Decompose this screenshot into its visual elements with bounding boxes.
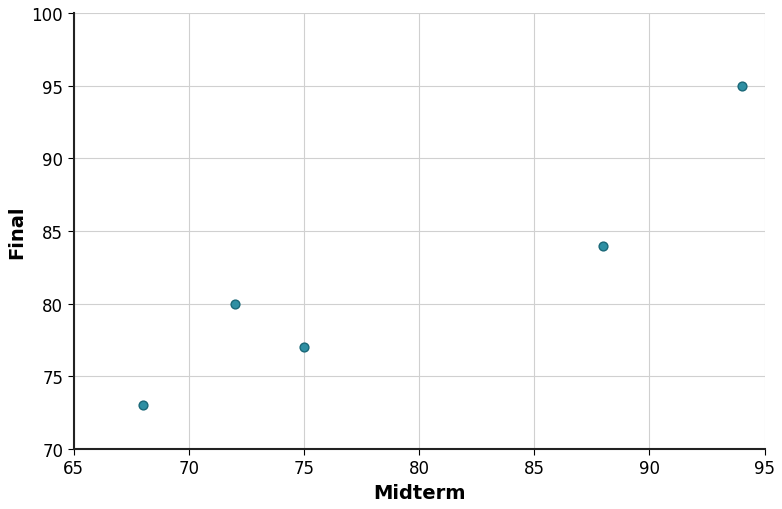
X-axis label: Midterm: Midterm	[373, 483, 465, 502]
Point	[136, 402, 149, 410]
Point	[735, 82, 748, 91]
Y-axis label: Final: Final	[7, 205, 26, 258]
Point	[597, 242, 610, 250]
Point	[228, 300, 241, 308]
Point	[298, 344, 310, 352]
